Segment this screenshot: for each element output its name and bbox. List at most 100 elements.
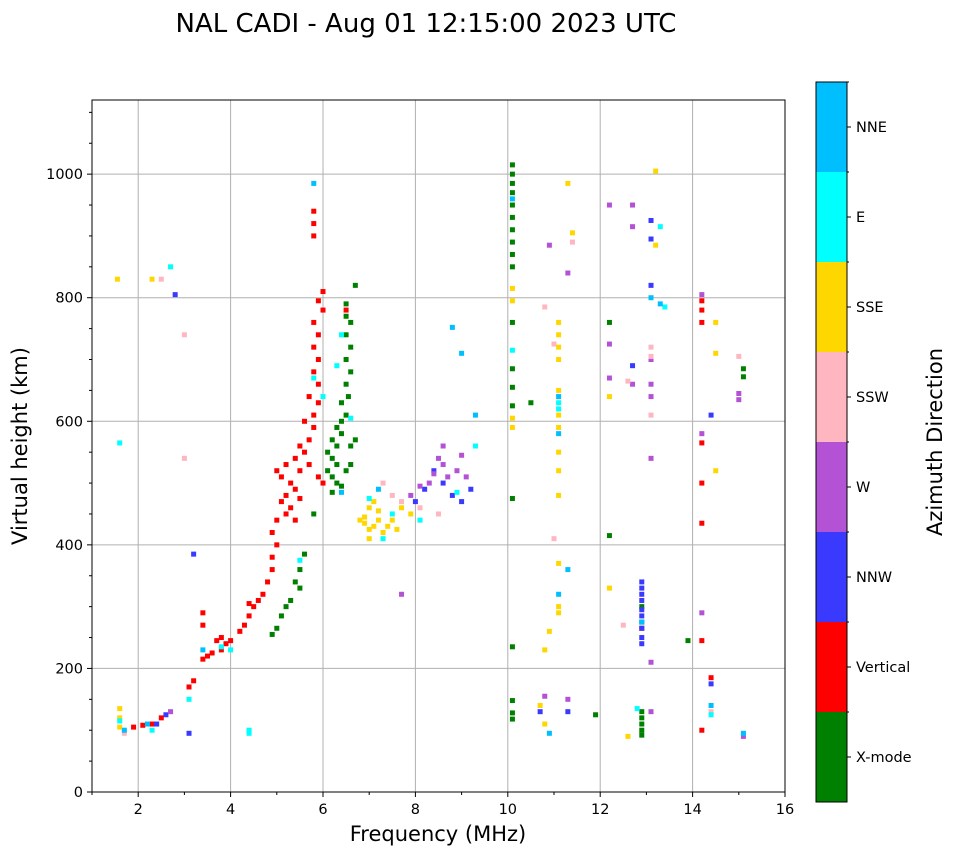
data-point [639,641,645,647]
data-point [565,180,571,186]
data-point [320,289,326,295]
data-point [311,233,317,239]
data-point [685,638,691,644]
y-axis-label: Virtual height (km) [8,347,32,545]
data-point [200,647,206,653]
data-point [509,710,515,716]
data-point [546,730,552,736]
data-point [699,440,705,446]
data-point [648,217,654,223]
data-point [708,675,714,681]
series-x-mode [269,162,746,738]
data-point [362,514,368,520]
data-point [352,437,358,443]
data-point [297,496,303,502]
colorbar-segment [816,172,847,262]
y-tick-label: 600 [55,414,83,430]
data-point [269,567,275,573]
data-point [509,319,515,325]
data-point [528,400,534,406]
data-point [292,579,298,585]
data-point [412,499,418,505]
data-point [740,366,746,372]
y-axis: 0 200 400 600 800 1000 [46,111,92,801]
data-point [639,625,645,631]
data-point [343,412,349,418]
data-point [343,468,349,474]
data-point [639,619,645,625]
colorbar-tick-label: E [856,210,865,226]
data-point [408,511,414,517]
data-point [117,718,123,724]
data-point [345,394,351,400]
data-point [565,270,571,276]
x-tick-label: 12 [591,802,609,818]
data-point [338,332,344,338]
data-point [639,613,645,619]
data-point [699,431,705,437]
data-point [606,585,612,591]
data-point [648,282,654,288]
data-point [509,496,515,502]
colorbar-label: Azimuth Direction [923,348,947,536]
data-point [606,341,612,347]
data-point [168,264,174,270]
data-point [708,703,714,708]
data-point [509,415,515,421]
data-point [343,307,349,313]
data-point [556,357,562,362]
y-tick-label: 400 [55,538,83,554]
data-point [302,551,308,557]
data-point [648,659,654,665]
data-point [343,381,349,387]
colorbar-segment [816,712,847,802]
data-point [283,492,289,498]
data-point [348,443,354,449]
colorbar-tick-label: W [856,480,870,496]
data-point [186,696,192,702]
data-point [639,597,645,603]
data-point [662,304,668,310]
data-point [556,431,562,437]
data-point [348,344,354,350]
data-point [348,415,354,421]
data-point [736,390,742,396]
data-point [657,224,663,230]
data-point [399,499,405,505]
data-point [556,406,562,412]
data-point [556,344,562,350]
data-point [422,486,428,492]
data-point [708,712,714,718]
data-point [639,607,645,613]
data-point [472,443,478,449]
data-point [200,656,206,662]
x-axis: 2 4 6 8 10 12 14 16 [91,792,794,818]
data-point [274,517,280,523]
data-point [274,468,280,474]
data-point [630,363,636,369]
data-point [149,721,155,727]
data-point [542,693,548,699]
data-point [699,727,705,733]
data-point [509,162,515,168]
data-point [509,384,515,390]
data-point [431,471,437,477]
data-point [371,499,377,505]
data-point [366,505,372,511]
data-point [338,431,344,437]
data-point [338,418,344,424]
data-point [283,462,289,468]
chart-title: NAL CADI - Aug 01 12:15:00 2023 UTC [176,9,677,39]
data-point [380,536,386,542]
data-point [149,727,155,733]
data-point [546,628,552,634]
data-point [639,604,645,610]
data-point [468,486,474,492]
data-point [246,730,252,736]
colorbar-segment [816,352,847,442]
data-point [246,601,252,607]
data-point [228,638,234,644]
data-point [186,684,192,690]
data-point [343,313,349,319]
data-point [606,394,612,400]
